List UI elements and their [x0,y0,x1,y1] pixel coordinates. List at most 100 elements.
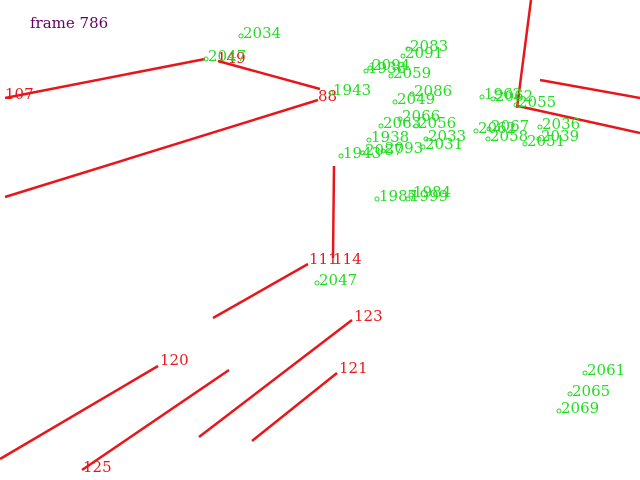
point-marker [408,192,414,198]
segment-label-107: 107 [5,85,34,103]
track-point: 2036 [537,115,580,133]
point-marker [328,90,334,96]
point-marker [536,136,542,142]
track-point: 2069 [556,399,599,417]
point-marker [366,137,372,143]
track-point: 2049 [392,90,435,108]
track-point: 2047 [203,47,246,65]
segment-label-114: 114 [333,250,362,268]
segment-label-125: 125 [83,458,112,476]
point-label: 2059 [393,64,431,82]
track-point: 1938 [363,59,406,77]
frame-counter: frame 786 [30,14,109,32]
segment-label-121: 121 [339,359,368,377]
track-segment-121 [251,372,338,442]
track-point: 1999 [405,187,448,205]
track-point: 2063 [378,114,421,132]
point-label: 2069 [561,399,599,417]
point-label: 2036 [542,115,580,133]
point-marker [392,99,398,105]
point-marker [405,196,411,202]
point-marker [413,123,419,129]
point-marker [374,196,380,202]
point-label: 2086 [414,82,452,100]
track-point: 2033 [423,127,466,145]
point-marker [556,408,562,414]
track-point: 2065 [567,382,610,400]
point-marker [338,153,344,159]
track-segment-107 [4,57,206,100]
track-segment-125 [81,368,230,472]
track-segment-149 [217,59,321,91]
point-marker [485,136,491,142]
point-label: 2039 [541,127,579,145]
point-label: 2058 [490,127,528,145]
point-label: 2062 [495,87,533,105]
point-marker [513,102,519,108]
track-segment-114 [331,165,336,259]
point-label: 2087 [365,141,403,159]
point-label: 2062 [478,119,516,137]
point-label: 1938 [371,128,409,146]
track-point: 2086 [409,82,452,100]
point-marker [400,53,406,59]
point-marker [367,65,373,71]
track-segment-123 [198,319,353,438]
track-point: 2094 [367,56,410,74]
track-point: 2051 [522,132,565,150]
point-label: 2066 [402,107,440,125]
point-marker [486,126,492,132]
point-marker [490,96,496,102]
point-marker [314,280,320,286]
track-point: 2056 [413,114,456,132]
point-label: 1943 [333,81,371,99]
point-marker [567,391,573,397]
track-point: 2039 [536,127,579,145]
track-point: 2062 [473,119,516,137]
point-marker [363,68,369,74]
point-marker [473,128,479,134]
point-marker [203,56,209,62]
point-label: 1938 [368,59,406,77]
point-marker [409,91,415,97]
track-point: 2059 [388,64,431,82]
point-marker [388,73,394,79]
track-point: 2087 [360,141,403,159]
point-marker [537,124,543,130]
point-label: 2056 [418,114,456,132]
track-point: 2067 [486,117,529,135]
point-label: 2047 [208,47,246,65]
point-label: 2055 [518,93,556,111]
point-label: 2063 [383,114,421,132]
point-label: 2034 [243,24,281,42]
point-label: 1943 [343,144,381,162]
point-marker [423,136,429,142]
track-point: 2055 [513,93,556,111]
point-label: 2047 [319,271,357,289]
point-label: 1999 [410,187,448,205]
track-point: 1962 [479,85,522,103]
segment-label-123: 123 [354,307,383,325]
point-label: 2065 [572,382,610,400]
point-marker [397,116,403,122]
track-segment-top-right-b [517,104,640,135]
track-point: 2047 [314,271,357,289]
point-label: 2031 [425,135,463,153]
point-marker [522,141,528,147]
point-marker [420,144,426,150]
track-point: 1938 [366,128,409,146]
track-point: 2066 [397,107,440,125]
point-marker [238,33,244,39]
track-point: 1984 [408,183,451,201]
point-marker [479,94,485,100]
track-point: 1943 [328,81,371,99]
point-marker [405,46,411,52]
point-label: 2091 [405,44,443,62]
track-segment-top-right-a [515,0,533,109]
point-marker [360,150,366,156]
point-label: 2033 [428,127,466,145]
point-label: 1984 [413,183,451,201]
track-point: 2061 [582,361,625,379]
point-label: 2094 [372,56,410,74]
track-segment-120 [0,364,159,461]
